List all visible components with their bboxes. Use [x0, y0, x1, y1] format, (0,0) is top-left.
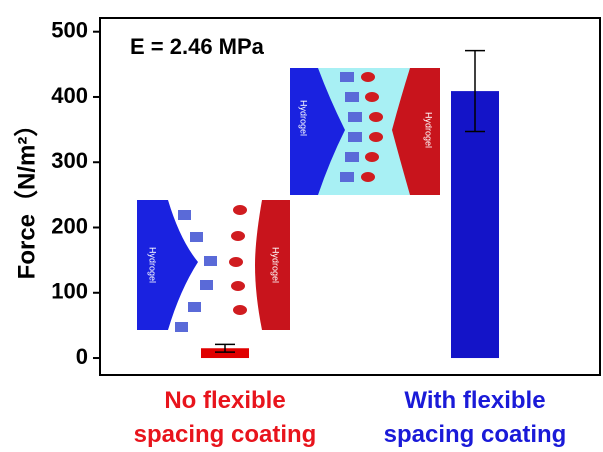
x-tick-label: No flexible spacing coating [119, 384, 331, 452]
schematic-with-coating: Hydrogel Hydrogel [290, 68, 440, 195]
y-tick-label: 300 [51, 148, 88, 173]
schematic-label: Hydrogel [271, 247, 281, 283]
y-tick-label: 200 [51, 213, 88, 238]
schematic-no-coating: Hydrogel Hydrogel [137, 200, 290, 332]
schematic-label: Hydrogel [424, 112, 434, 148]
y-tick-label: 100 [51, 279, 88, 304]
schematic-label: Hydrogel [299, 100, 309, 136]
y-tick-label: 500 [51, 18, 88, 43]
schematic-label: Hydrogel [148, 247, 158, 283]
page: E = 2.46 MPa Force（N/m²） Hydrogel Hydrog… [0, 0, 603, 452]
y-axis-label: Force（N/m²） [13, 113, 40, 280]
y-tick-label: 400 [51, 83, 88, 108]
y-tick-label: 0 [76, 344, 88, 369]
x-tick-label: With flexible spacing coating [369, 384, 581, 452]
annotation: E = 2.46 MPa [130, 34, 265, 59]
